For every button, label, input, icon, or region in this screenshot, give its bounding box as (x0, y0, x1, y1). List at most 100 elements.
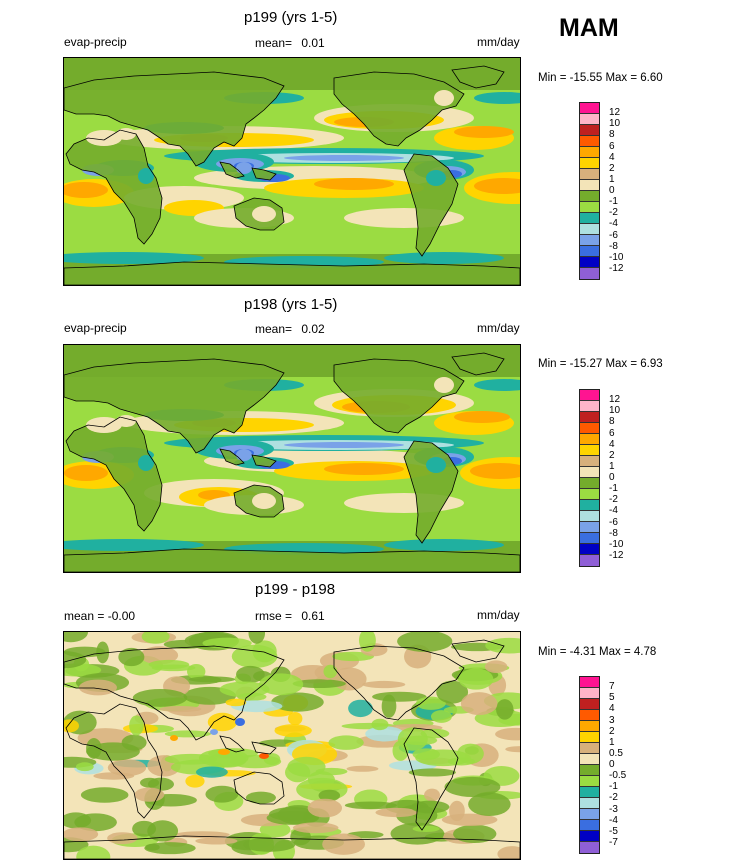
colorbar-tick-label: 2 (609, 725, 615, 737)
colorbar-swatch (580, 257, 599, 268)
colorbar-tick-label: -6 (609, 516, 618, 528)
panel1-variable-label: evap-precip (64, 35, 127, 49)
colorbar-tick-label: 6 (609, 140, 615, 152)
panel1-mean-label: mean= 0.01 (255, 36, 325, 50)
colorbar-swatch (580, 434, 599, 445)
colorbar-tick-label: -12 (609, 262, 624, 274)
colorbar-swatch (580, 765, 599, 776)
colorbar-swatch (580, 699, 599, 710)
panel2-map (63, 344, 521, 573)
colorbar-tick-label: -3 (609, 803, 618, 815)
panel1-title: p199 (yrs 1-5) (244, 9, 338, 26)
colorbar-tick-label: -10 (609, 251, 624, 263)
colorbar-swatch (580, 401, 599, 412)
colorbar-tick-label: 0.5 (609, 747, 623, 759)
colorbar-tick-label: -6 (609, 229, 618, 241)
colorbar-tick-label: -12 (609, 549, 624, 561)
colorbar-tick-label: 4 (609, 703, 615, 715)
colorbar-tick-label: -2 (609, 207, 618, 219)
panel3-units: mm/day (477, 608, 520, 622)
colorbar-swatch (580, 158, 599, 169)
colorbar-swatch (580, 114, 599, 125)
colorbar-tick-label: -1 (609, 483, 618, 495)
colorbar-tick-label: -1 (609, 781, 618, 793)
colorbar-tick-label: 3 (609, 714, 615, 726)
panel2-units: mm/day (477, 321, 520, 335)
panel3-rmse-value: 0.61 (301, 609, 325, 623)
colorbar-tick-label: 1 (609, 736, 615, 748)
colorbar-swatch (580, 103, 599, 114)
colorbar-tick-label: -0.5 (609, 770, 627, 782)
colorbar-tick-label: 5 (609, 692, 615, 704)
season-label: MAM (559, 14, 619, 42)
panel1-mean-text: mean= (255, 36, 293, 50)
colorbar-tick-label: 0 (609, 472, 615, 483)
colorbar-swatch (580, 147, 599, 158)
colorbar-tick-label: -7 (609, 836, 618, 848)
colorbar-swatch (580, 710, 599, 721)
colorbar-tick-label: -2 (609, 494, 618, 506)
panel3-rmse-text: rmse = (255, 609, 293, 623)
colorbar-swatch (580, 478, 599, 489)
panel1-minmax: Min = -15.55 Max = 6.60 (538, 72, 663, 84)
panel2-mean-text: mean= (255, 322, 293, 336)
panel2-minmax: Min = -15.27 Max = 6.93 (538, 358, 663, 370)
panel2-map-svg (64, 345, 520, 572)
panel2-mean-label: mean= 0.02 (255, 322, 325, 336)
panel3-map (63, 631, 521, 860)
colorbar-tick-label: 7 (609, 681, 615, 693)
colorbar-tick-label: -5 (609, 825, 618, 837)
colorbar-swatch (580, 467, 599, 478)
colorbar-tick-label: 4 (609, 151, 615, 163)
colorbar-swatch (580, 743, 599, 754)
colorbar-tick-label: -2 (609, 792, 618, 804)
colorbar-swatch (580, 842, 599, 853)
colorbar-swatch (580, 544, 599, 555)
colorbar-tick-label: 4 (609, 438, 615, 450)
colorbar-swatch (580, 224, 599, 235)
panel3-map-svg (64, 632, 520, 859)
colorbar-tick-label: -4 (609, 218, 618, 230)
colorbar-tick-label: 6 (609, 427, 615, 439)
panel3-title: p199 - p198 (255, 581, 336, 598)
colorbar-swatch (580, 246, 599, 257)
panel1-colorbar (579, 102, 600, 280)
colorbar-swatch (580, 721, 599, 732)
colorbar-swatch (580, 202, 599, 213)
panel3-minmax: Min = -4.31 Max = 4.78 (538, 646, 657, 658)
panel1-map-svg (64, 58, 520, 285)
panel2-variable-label: evap-precip (64, 321, 127, 335)
colorbar-tick-label: 8 (609, 129, 615, 141)
colorbar-tick-label: 10 (609, 118, 621, 130)
colorbar-swatch (580, 213, 599, 224)
colorbar-swatch (580, 533, 599, 544)
panel2-mean-value: 0.02 (301, 322, 325, 336)
colorbar-swatch (580, 732, 599, 743)
colorbar-swatch (580, 500, 599, 511)
colorbar-tick-label: -10 (609, 538, 624, 550)
panel3-mean-label: mean = -0.00 (64, 609, 136, 623)
colorbar-tick-label: 2 (609, 162, 615, 174)
colorbar-tick-label: 1 (609, 460, 615, 472)
colorbar-swatch (580, 798, 599, 809)
colorbar-tick-label: 0 (609, 185, 615, 196)
colorbar-swatch (580, 412, 599, 423)
colorbar-swatch (580, 820, 599, 831)
colorbar-swatch (580, 235, 599, 246)
panel1-map (63, 57, 521, 286)
colorbar-swatch (580, 423, 599, 434)
colorbar-swatch (580, 688, 599, 699)
colorbar-tick-label: -4 (609, 505, 618, 517)
colorbar-swatch (580, 776, 599, 787)
colorbar-tick-label: -8 (609, 527, 618, 539)
colorbar-tick-label: 1 (609, 173, 615, 185)
colorbar-tick-label: 10 (609, 405, 621, 417)
colorbar-tick-label: -4 (609, 814, 618, 826)
colorbar-swatch (580, 456, 599, 467)
colorbar-swatch (580, 125, 599, 136)
colorbar-tick-label: 0 (609, 759, 615, 770)
panel3-colorbar (579, 676, 600, 854)
colorbar-swatch (580, 268, 599, 279)
colorbar-tick-label: 8 (609, 416, 615, 428)
colorbar-tick-label: 2 (609, 449, 615, 461)
